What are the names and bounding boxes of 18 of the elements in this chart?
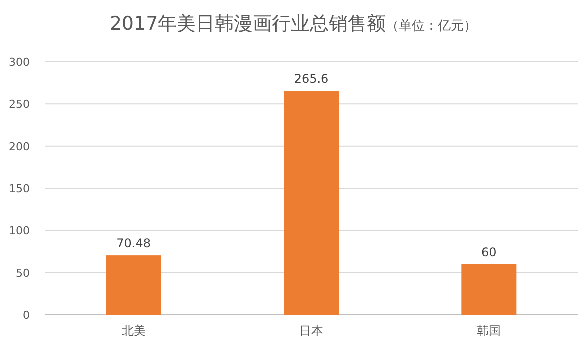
- y-tick-label: 300: [9, 56, 30, 69]
- bar: [106, 256, 162, 315]
- y-tick-label: 200: [9, 140, 30, 154]
- data-label: 60: [482, 245, 497, 260]
- bar: [284, 91, 339, 315]
- y-tick-label: 0: [23, 309, 30, 322]
- x-tick-label: 日本: [300, 324, 324, 338]
- data-label: 265.6: [294, 72, 329, 86]
- x-tick-label: 韩国: [477, 324, 502, 338]
- bar: [462, 264, 517, 315]
- y-tick-label: 150: [9, 182, 30, 196]
- x-tick-label: 北美: [122, 324, 146, 338]
- y-tick-label: 50: [16, 266, 30, 280]
- y-tick-label: 250: [9, 98, 30, 112]
- chart-title: 2017年美日韩漫画行业总销售额: [110, 13, 386, 35]
- data-label: 70.48: [116, 236, 152, 251]
- y-tick-label: 100: [9, 224, 30, 238]
- chart-subtitle: （单位：亿元）: [386, 19, 478, 34]
